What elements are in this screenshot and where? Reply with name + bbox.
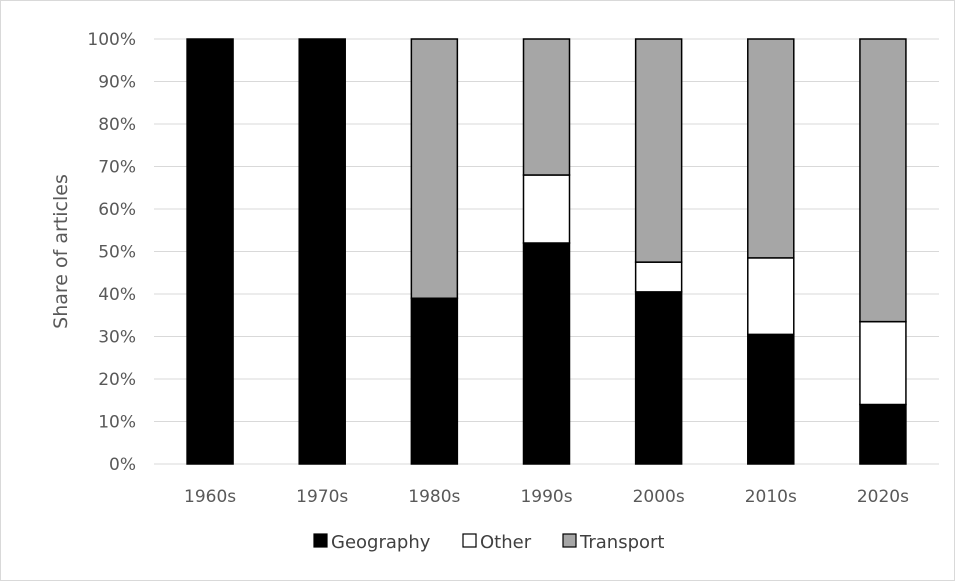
x-tick-label: 1970s (296, 487, 348, 507)
y-tick-label: 70% (98, 158, 136, 178)
bar-segment-transport (634, 38, 683, 263)
bar-segment-geography (522, 242, 571, 465)
bar-segment-transport (859, 38, 907, 323)
y-tick-label: 20% (98, 370, 136, 390)
bar-segment-transport (410, 38, 459, 299)
bar-segment-geography (634, 291, 683, 465)
legend-swatch-other (462, 533, 477, 548)
bar-segment-geography (747, 333, 795, 465)
legend-swatch-geography (313, 533, 328, 548)
bars (186, 38, 907, 465)
y-tick-label: 10% (98, 413, 136, 433)
legend-swatch-transport (562, 533, 577, 548)
y-tick-label: 80% (98, 115, 136, 135)
legend-label-geography: Geography (331, 532, 431, 553)
bar-segment-geography (298, 38, 346, 465)
legend-label-other: Other (480, 532, 532, 553)
x-tick-label: 2010s (745, 487, 797, 507)
y-tick-label: 100% (87, 30, 136, 50)
y-axis-title: Share of articles (50, 174, 72, 329)
bar-segment-other (634, 261, 683, 293)
legend: Geography Other Transport (313, 532, 664, 553)
x-tick-label: 2020s (857, 487, 909, 507)
y-tick-label: 40% (98, 285, 136, 305)
x-tick-label: 1990s (520, 487, 572, 507)
y-tick-label: 0% (109, 455, 136, 475)
y-tick-label: 60% (98, 200, 136, 220)
bar-segment-other (859, 320, 907, 406)
y-tick-label: 30% (98, 328, 136, 348)
bar-segment-geography (186, 38, 234, 465)
bar-segment-transport (747, 38, 795, 259)
y-tick-label: 90% (98, 73, 136, 93)
x-tick-label: 1960s (184, 487, 236, 507)
y-axis-ticks: 0% 10% 20% 30% 40% 50% 60% 70% 80% 90% 100% (87, 30, 136, 475)
x-tick-label: 1980s (408, 487, 460, 507)
bar-segment-other (747, 257, 795, 336)
x-tick-label: 2000s (633, 487, 685, 507)
bar-segment-transport (522, 38, 571, 176)
legend-label-transport: Transport (579, 532, 664, 553)
y-tick-label: 50% (98, 243, 136, 263)
x-axis-ticks: 1960s 1970s 1980s 1990s 2000s 2010s 2020s (184, 487, 909, 507)
bar-segment-other (522, 174, 571, 244)
bar-segment-geography (410, 297, 459, 465)
bar-segment-geography (859, 403, 907, 465)
